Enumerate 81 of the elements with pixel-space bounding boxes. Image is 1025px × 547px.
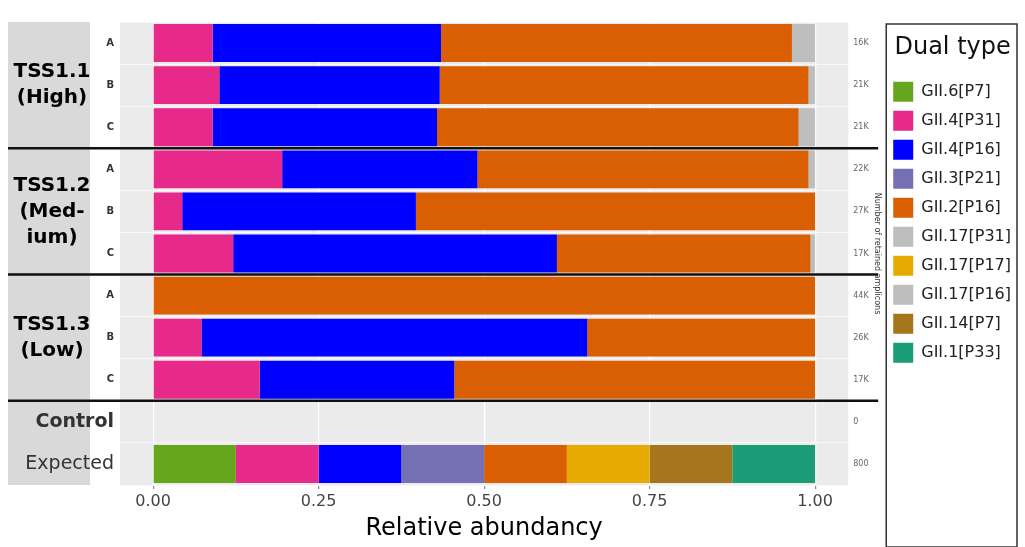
bar [477, 150, 809, 189]
bar [153, 318, 202, 357]
bar [808, 150, 816, 189]
bar [437, 108, 799, 147]
bar [219, 66, 440, 105]
bar [153, 276, 816, 315]
text: 17K [853, 374, 870, 384]
bar [791, 24, 816, 62]
text: 26K [853, 332, 870, 342]
bar [798, 108, 816, 147]
text: TSS1.1 (High) [13, 58, 91, 109]
bar [401, 445, 485, 483]
legend-label: GII.14[P7] [921, 312, 1001, 332]
bar [808, 66, 816, 105]
bar [649, 445, 733, 483]
text: 22K [853, 164, 870, 174]
bar [732, 445, 816, 483]
x-tick-label: 0.25 [300, 490, 337, 510]
bar [153, 24, 213, 62]
bar [441, 24, 792, 62]
y-tick-label: C [106, 247, 114, 259]
y-tick-label: Control [35, 408, 114, 431]
bar [153, 66, 220, 105]
y-tick-label: A [106, 36, 115, 48]
bar [439, 66, 809, 105]
text: TSS1.2 (Med- ium) [13, 171, 91, 248]
bar [484, 445, 567, 483]
bar [282, 150, 478, 189]
y-tick-label: A [106, 289, 115, 301]
x-tick-label: 0.50 [466, 490, 502, 510]
bar [318, 445, 402, 483]
legend-label: GII.6[P7] [921, 80, 991, 100]
bar [259, 360, 455, 399]
bar [212, 24, 442, 62]
bar [556, 234, 811, 273]
bar [153, 108, 213, 147]
text: 21K [853, 122, 870, 132]
bar [235, 445, 319, 483]
bar [566, 445, 650, 483]
x-tick-label: 0.75 [631, 490, 668, 510]
text: 800 [853, 459, 869, 469]
x-tick-label: 1.00 [797, 490, 833, 510]
legend-label: GII.3[P21] [921, 167, 1001, 187]
bar [153, 192, 183, 231]
y-tick-label: B [106, 205, 114, 216]
bar [415, 192, 816, 231]
y2-axis-title: Number of retained amplicons [873, 192, 883, 315]
bar [182, 192, 416, 231]
legend-title: Dual type [894, 32, 1011, 61]
y-tick-label: B [106, 78, 114, 90]
bar [153, 445, 236, 483]
text: 27K [853, 206, 870, 216]
y-tick-label: C [106, 120, 114, 132]
bar [233, 234, 557, 273]
legend-label: GII.1[P33] [921, 341, 1001, 361]
legend-label: GII.2[P16] [921, 196, 1001, 216]
legend-label: GII.17[P31] [921, 225, 1012, 245]
text: TSS1.3 (Low) [13, 310, 91, 361]
bar [153, 234, 234, 273]
legend-label: GII.4[P16] [921, 138, 1001, 158]
bar [810, 234, 816, 273]
x-axis-title: Relative abundancy [365, 512, 603, 541]
y-tick-label: C [106, 373, 114, 385]
text: 0 [853, 416, 859, 426]
x-tick-label: 0.00 [135, 490, 171, 510]
text: 21K [853, 80, 870, 90]
bar [153, 150, 283, 189]
legend-label: GII.4[P31] [921, 109, 1001, 129]
y-tick-label: A [106, 162, 115, 174]
text: 17K [853, 248, 870, 258]
legend-label: GII.17[P17] [921, 254, 1012, 274]
bar [201, 318, 588, 357]
text: 16K [853, 38, 870, 48]
legend-label: GII.17[P16] [921, 283, 1012, 303]
bar [212, 108, 438, 147]
bar [153, 360, 260, 399]
y-tick-label: B [106, 331, 114, 343]
text: 44K [853, 290, 870, 300]
bar [454, 360, 816, 399]
y-tick-label: Expected [25, 450, 114, 473]
bar [587, 318, 816, 357]
